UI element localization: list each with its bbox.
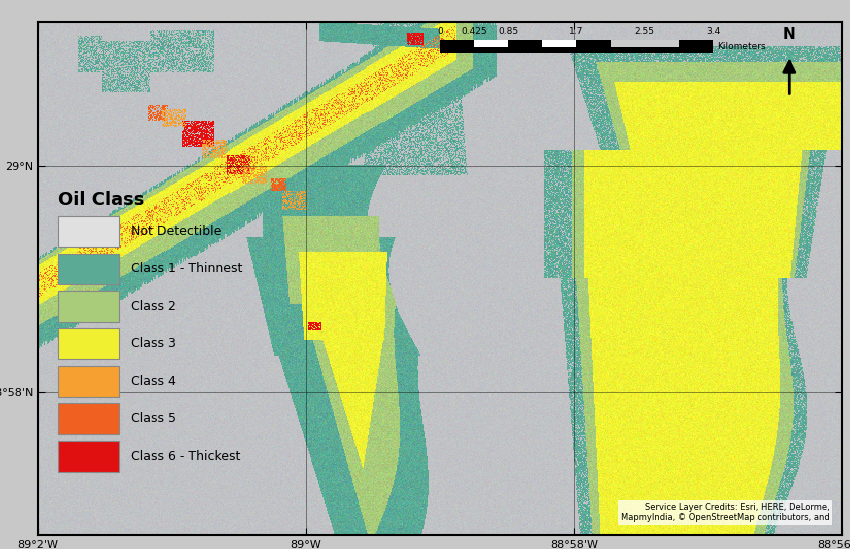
Text: Class 6 - Thickest: Class 6 - Thickest <box>131 450 240 463</box>
Bar <box>59 366 118 397</box>
Text: 1.7: 1.7 <box>570 27 584 36</box>
Text: Class 5: Class 5 <box>131 412 176 425</box>
Text: Class 4: Class 4 <box>131 375 175 388</box>
Text: 0: 0 <box>437 27 443 36</box>
Bar <box>59 404 118 434</box>
Text: 0.425: 0.425 <box>462 27 487 36</box>
Text: Class 1 - Thinnest: Class 1 - Thinnest <box>131 262 242 276</box>
Bar <box>542 40 576 47</box>
Text: 0.85: 0.85 <box>498 27 518 36</box>
Text: Class 2: Class 2 <box>131 300 175 313</box>
Bar <box>59 254 118 284</box>
Text: 2.55: 2.55 <box>635 27 655 36</box>
Text: Kilometers: Kilometers <box>717 42 766 51</box>
Text: Not Detectible: Not Detectible <box>131 225 221 238</box>
Text: Service Layer Credits: Esri, HERE, DeLorme,
MapmyIndia, © OpenStreetMap contribu: Service Layer Credits: Esri, HERE, DeLor… <box>620 503 830 523</box>
Bar <box>474 40 508 47</box>
Text: N: N <box>783 27 796 42</box>
Bar <box>59 441 118 472</box>
Bar <box>59 216 118 247</box>
Bar <box>59 328 118 359</box>
Text: 3.4: 3.4 <box>706 27 720 36</box>
Bar <box>644 40 679 47</box>
Bar <box>610 40 644 47</box>
Bar <box>440 40 713 53</box>
Bar <box>59 291 118 322</box>
Text: Oil Class: Oil Class <box>59 191 144 209</box>
Text: Class 3: Class 3 <box>131 337 175 350</box>
